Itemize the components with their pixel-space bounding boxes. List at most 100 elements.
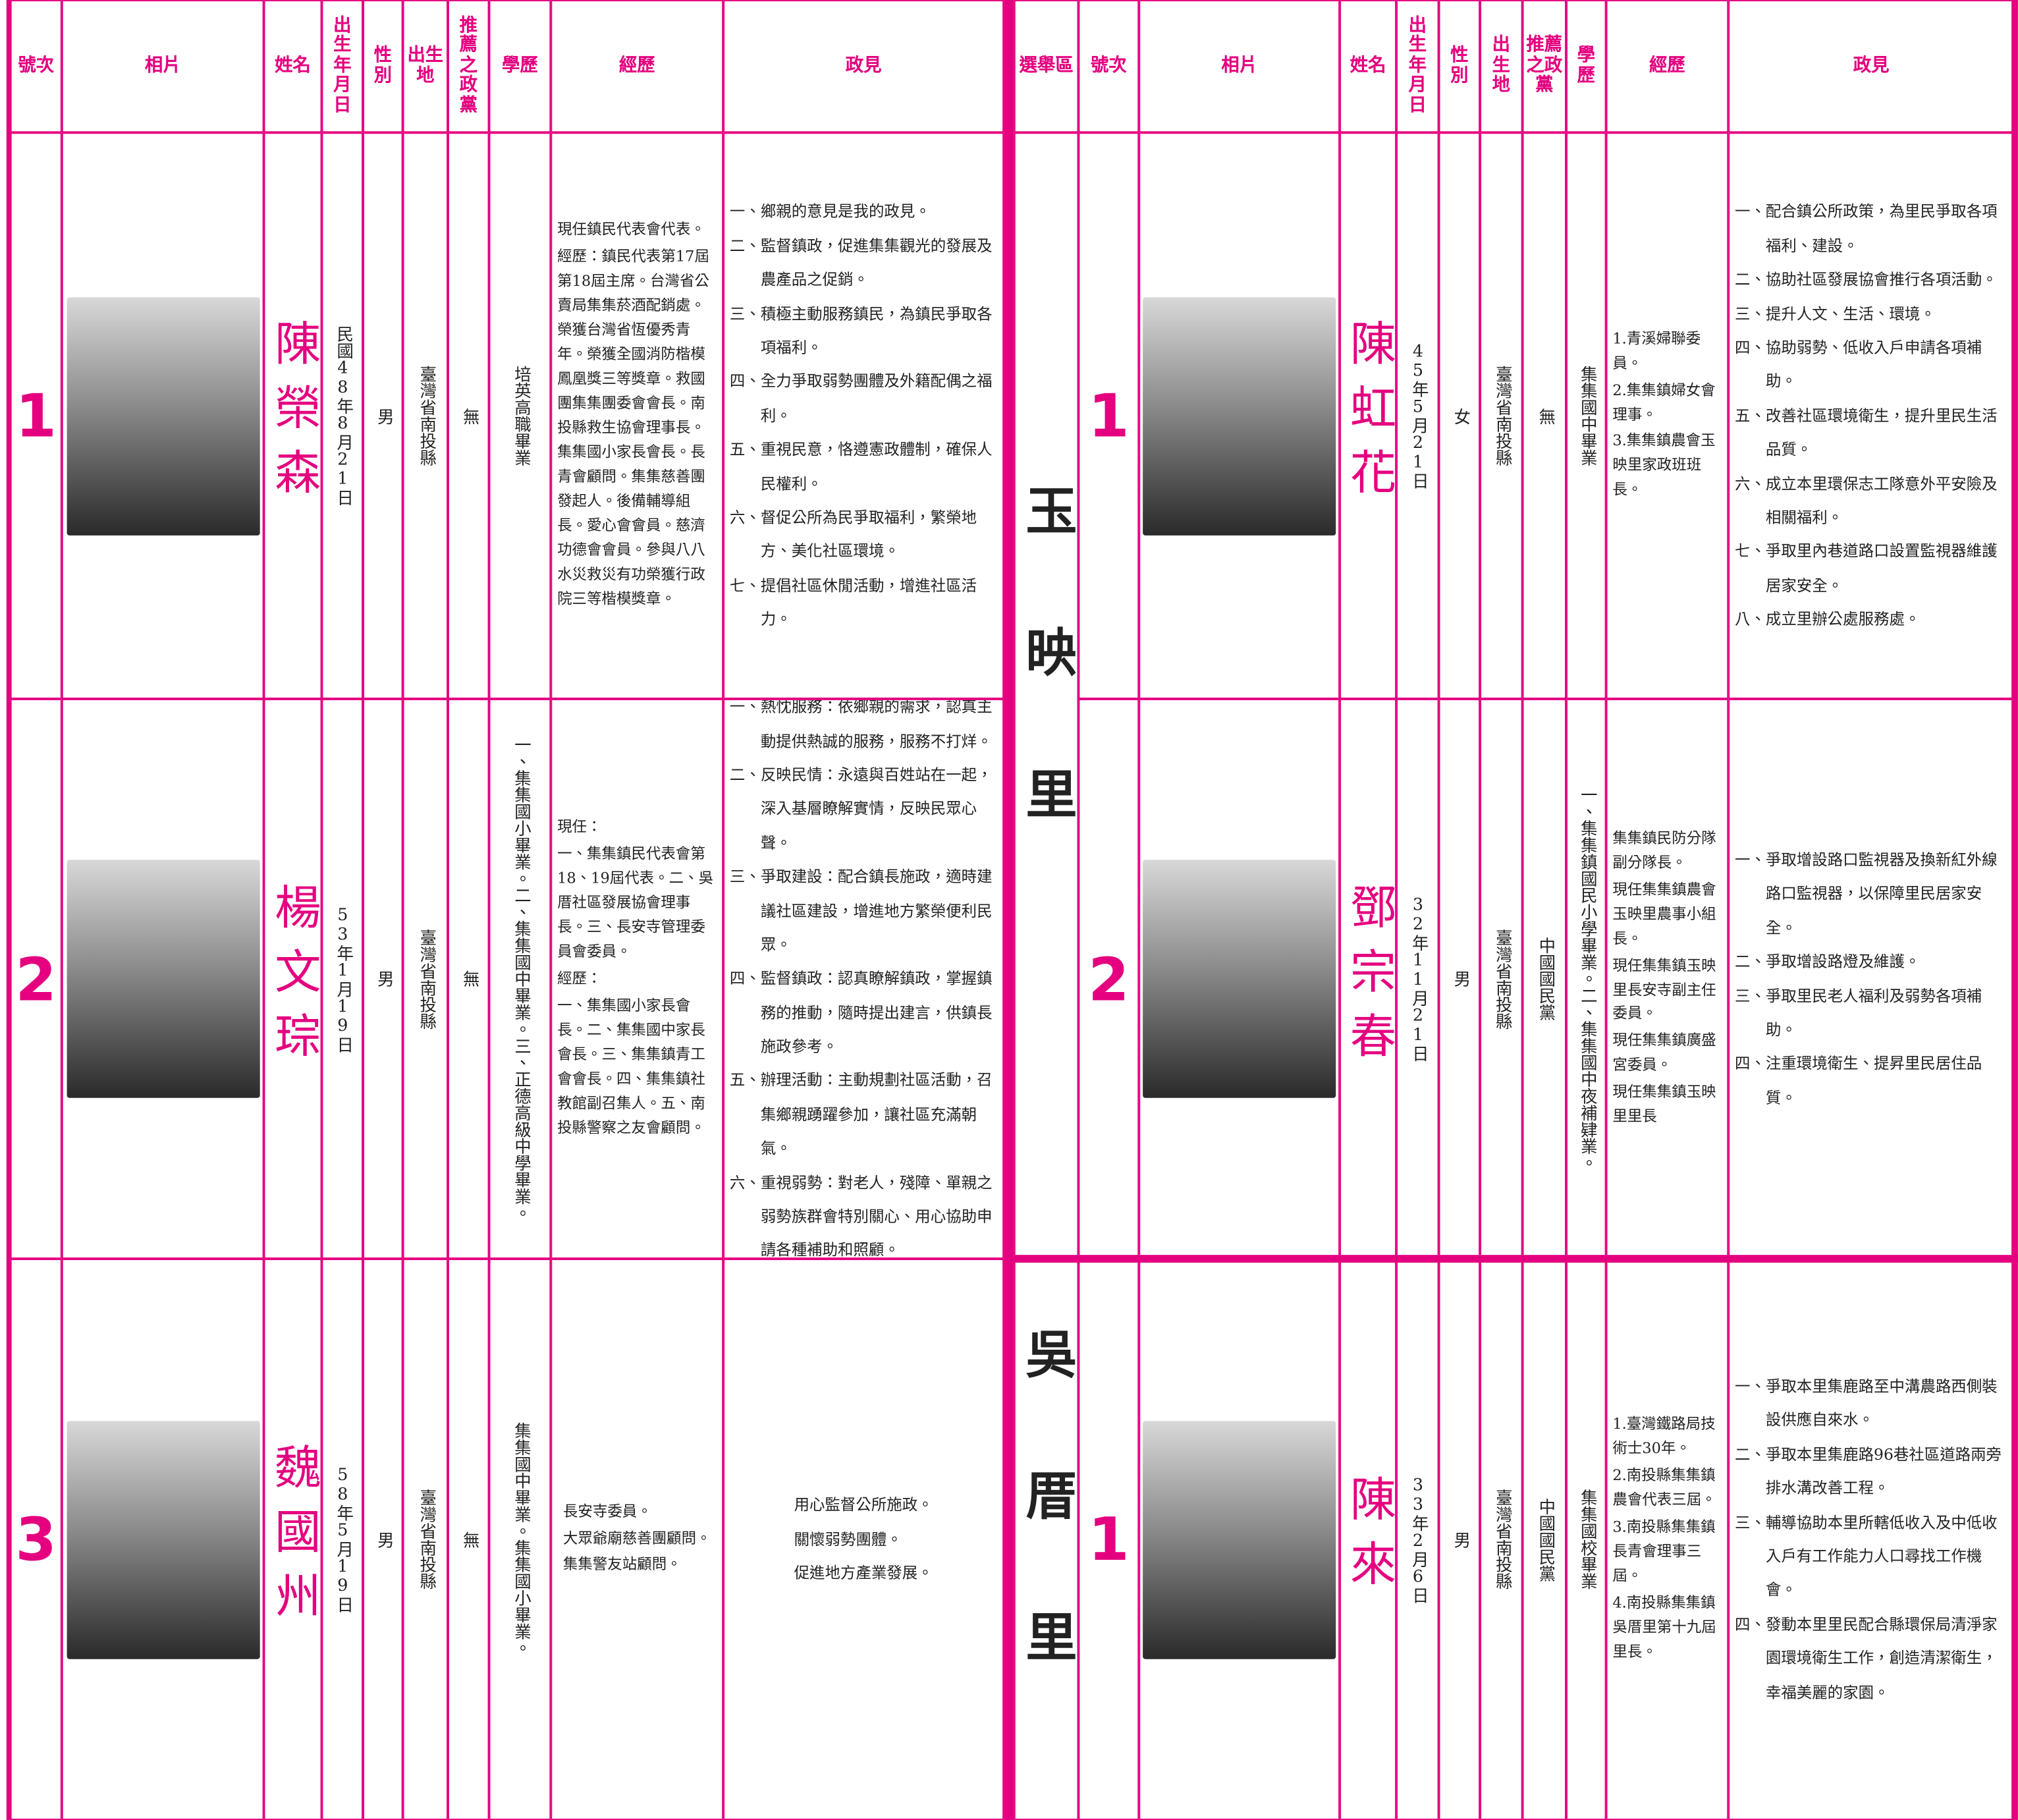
platform-item: 一、熱忱服務：依鄉親的需求，認真主動提供熱誠的服務，服務不打烊。 xyxy=(729,699,993,750)
district-name: 玉映里 xyxy=(1016,483,1076,908)
header-label: 號次 xyxy=(1091,55,1127,76)
photo xyxy=(66,296,259,535)
number-cell: 3 xyxy=(10,1259,62,1820)
gender-cell: 女 xyxy=(1438,132,1481,700)
number-cell: 2 xyxy=(10,699,62,1259)
education: 一、集集鎮國民小學畢業。二、集集國中夜補肄業。 xyxy=(1577,786,1596,1172)
education: 集集國中畢業。集集國小畢業。 xyxy=(510,1422,530,1657)
party-cell: 無 xyxy=(447,699,489,1259)
header-cell: 學歷 xyxy=(489,0,551,133)
header-cell: 推薦之政黨 xyxy=(447,0,489,133)
birth-cell: 45年5月21日 xyxy=(1396,132,1439,700)
platform-cell: 一、爭取本里集鹿路至中溝農路西側裝設供應自來水。 二、爭取本里集鹿路96巷社區道路… xyxy=(1728,1259,2015,1820)
name: 陳來 xyxy=(1342,1475,1396,1604)
experience-item: 集集鎮民防分隊副分隊長。 xyxy=(1612,828,1716,871)
number-cell: 2 xyxy=(1078,699,1139,1259)
platform-item: 二、爭取本里集鹿路96巷社區道路兩旁排水溝改善工程。 xyxy=(1734,1445,2002,1497)
platform-item: 四、監督鎮政：認真瞭解鎮政，掌握鎮務的推動，隨時提出建言，供鎮長施政參考。 xyxy=(729,969,993,1056)
party: 無 xyxy=(459,970,479,987)
number-cell: 1 xyxy=(1078,1259,1139,1820)
platform-item: 四、協助弱勢、低收入戶申請各項補助。 xyxy=(1734,338,1982,391)
birth-cell: 58年5月19日 xyxy=(321,1259,364,1820)
education-cell: 集集國中畢業 xyxy=(1566,132,1606,700)
birthplace-cell: 臺灣省南投縣 xyxy=(1480,699,1523,1259)
header-label: 出生年月日 xyxy=(333,15,352,116)
header-cell: 政見 xyxy=(1728,0,2015,133)
header-label: 推薦之政黨 xyxy=(1526,35,1563,96)
header-cell: 出生年月日 xyxy=(321,0,364,133)
photo-cell xyxy=(61,1259,264,1820)
header-label: 經歷 xyxy=(1649,55,1685,76)
platform-cell: 一、鄉親的意見是我的政見。 二、監督鎮政，促進集集觀光的發展及農產品之促銷。 三、積… xyxy=(723,132,1004,700)
birth: 53年1月19日 xyxy=(333,905,352,1053)
header-label: 出生地 xyxy=(407,45,444,86)
number: 1 xyxy=(1088,381,1130,451)
header-label: 經歷 xyxy=(618,55,655,76)
platform-item: 六、成立本里環保志工隊意外平安險及相關福利。 xyxy=(1734,474,1998,527)
platform: 一、鄉親的意見是我的政見。 二、監督鎮政，促進集集觀光的發展及農產品之促銷。 三、積… xyxy=(724,175,1002,657)
name: 陳虹花 xyxy=(1342,319,1396,512)
birth: 45年5月21日 xyxy=(1408,342,1428,489)
gender: 男 xyxy=(373,1531,393,1548)
platform-item: 五、改善社區環境衛生，提升里民生活品質。 xyxy=(1734,406,1998,458)
experience-item: 大眾爺廟慈善團顧問。 xyxy=(562,1528,711,1547)
name-cell: 楊文琮 xyxy=(263,699,322,1259)
experience-item: 2.集集鎮婦女會理事。 xyxy=(1612,380,1716,423)
birth: 民國48年8月21日 xyxy=(333,325,352,506)
platform-item: 一、配合鎮公所政策，為里民爭取各項福利、建設。 xyxy=(1734,202,1998,255)
birthplace: 臺灣省南投縣 xyxy=(1492,365,1512,466)
platform-item: 一、爭取增設路口監視器及換新紅外線路口監視器，以保障里民居家安全。 xyxy=(1734,850,1998,937)
platform: 一、熱忱服務：依鄉親的需求，認真主動提供熱誠的服務，服務不打烊。二、反映民情：永… xyxy=(724,699,1002,1259)
gender-cell: 男 xyxy=(363,1259,403,1820)
platform-item: 二、反映民情：永遠與百姓站在一起，深入基層瞭解實情，反映民眾心聲。 xyxy=(729,765,993,852)
birth: 32年11月21日 xyxy=(1408,895,1428,1062)
birth-cell: 33年2月6日 xyxy=(1396,1259,1439,1820)
platform-item: 四、發動本里里民配合縣環保局清淨家園環境衛生工作，創造清潔衛生，幸福美麗的家園。 xyxy=(1734,1614,1998,1701)
education: 集集國校畢業 xyxy=(1577,1489,1596,1590)
party-cell: 無 xyxy=(1522,132,1567,700)
platform-item: 六、督促公所為民爭取福利，繁榮地方、美化社區環境。 xyxy=(729,508,977,561)
experience-item: 4.南投縣集集鎮吳厝里第十九屆里長。 xyxy=(1612,1593,1716,1661)
photo-cell xyxy=(1139,132,1340,700)
experience-item: 1.青溪婦聯委員。 xyxy=(1612,329,1701,372)
name: 楊文琮 xyxy=(267,882,320,1076)
party: 無 xyxy=(459,407,479,424)
header-label: 相片 xyxy=(1221,55,1258,76)
header-cell: 選舉區 xyxy=(1014,0,1079,133)
header-cell: 出生年月日 xyxy=(1396,0,1439,133)
name-cell: 陳來 xyxy=(1340,1259,1397,1820)
party: 中國國民黨 xyxy=(1535,1497,1555,1582)
education: 一、集集國小畢業。二、集集國中畢業。三、正德高級中學畢業。 xyxy=(510,736,530,1222)
name-cell: 魏國州 xyxy=(263,1259,322,1820)
platform-item: 關懷弱勢團體。 xyxy=(794,1530,902,1549)
header-cell: 號次 xyxy=(1078,0,1139,133)
gender-cell: 男 xyxy=(1438,699,1481,1259)
header-cell: 政見 xyxy=(723,0,1004,133)
number: 1 xyxy=(15,381,57,451)
platform: 一、爭取本里集鹿路至中溝農路西側裝設供應自來水。 二、爭取本里集鹿路96巷社區道路… xyxy=(1730,1349,2013,1730)
gender: 女 xyxy=(1450,407,1470,424)
platform-item: 六、重視弱勢：對老人，殘障、單親之弱勢族群會特別關心、用心協助申請各種補助和照顧… xyxy=(729,1173,993,1259)
header-cell: 相片 xyxy=(61,0,264,133)
header-label: 推薦之政黨 xyxy=(459,15,477,116)
platform: 用心監督公所施政。 關懷弱勢團體。 促進地方產業發展。 xyxy=(789,1468,939,1611)
platform: 一、配合鎮公所政策，為里民爭取各項福利、建設。 二、協助社區發展協會推行各項活動。… xyxy=(1730,175,2013,657)
birthplace: 臺灣省南投縣 xyxy=(1492,1489,1512,1590)
header-label: 學歷 xyxy=(1577,45,1595,86)
birth-cell: 民國48年8月21日 xyxy=(321,132,364,700)
district-name: 吳厝里 xyxy=(1016,1327,1076,1752)
experience-cell: 現任鎮民代表會代表。 經歷：鎮民代表第17屆第18屆主席。台灣省公賣局集集菸酒配銷… xyxy=(551,132,724,700)
header-label: 姓名 xyxy=(275,55,311,76)
name: 陳榮森 xyxy=(267,319,320,512)
name-cell: 陳榮森 xyxy=(263,132,322,700)
education: 培英高職畢業 xyxy=(510,365,530,466)
education-cell: 一、集集國小畢業。二、集集國中畢業。三、正德高級中學畢業。 xyxy=(489,699,551,1259)
name: 魏國州 xyxy=(267,1443,320,1636)
name-cell: 鄧宗春 xyxy=(1340,699,1397,1259)
divider xyxy=(1004,0,1014,1820)
experience-cell: 現任： 一、集集鎮民代表會第18、19屆代表。二、吳厝社區發展協會理事長。三、長安… xyxy=(551,699,724,1259)
platform-item: 一、爭取本里集鹿路至中溝農路西側裝設供應自來水。 xyxy=(1734,1377,1998,1429)
experience-item: 現任： xyxy=(557,817,602,836)
experience-item: 3.集集鎮農會玉映里家政班班長。 xyxy=(1612,431,1716,499)
header-cell: 相片 xyxy=(1139,0,1340,133)
